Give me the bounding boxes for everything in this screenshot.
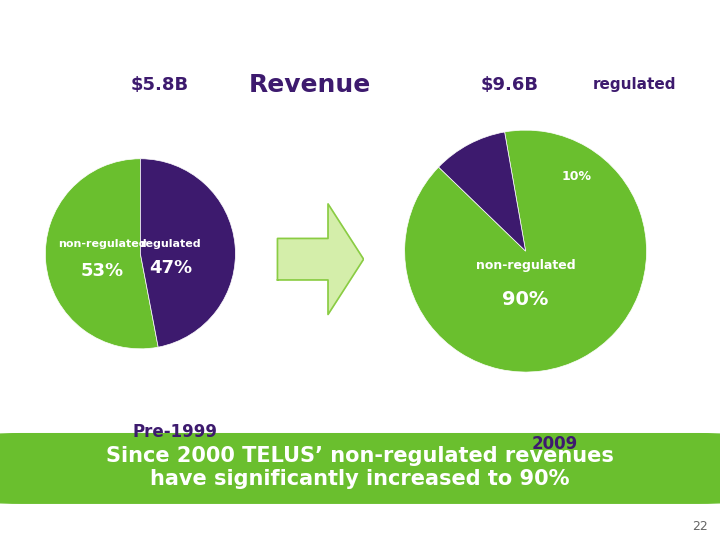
Wedge shape	[438, 132, 526, 251]
FancyBboxPatch shape	[0, 434, 720, 503]
Text: regulated: regulated	[593, 78, 677, 92]
Text: 53%: 53%	[81, 262, 124, 280]
Text: 10%: 10%	[562, 170, 591, 183]
Text: Revenue: Revenue	[249, 73, 371, 97]
Wedge shape	[45, 159, 158, 349]
Text: 47%: 47%	[149, 259, 192, 277]
Text: regulated: regulated	[140, 239, 201, 249]
Text: $9.6B: $9.6B	[481, 76, 539, 94]
Wedge shape	[405, 130, 647, 372]
Text: transitioning to non-regulated revenue base: transitioning to non-regulated revenue b…	[18, 21, 541, 44]
Text: non-regulated: non-regulated	[476, 259, 575, 272]
Text: 2009: 2009	[532, 435, 578, 453]
Text: 22: 22	[692, 519, 708, 532]
Text: non-regulated: non-regulated	[58, 239, 147, 249]
Text: $5.8B: $5.8B	[131, 76, 189, 94]
Text: Since 2000 TELUS’ non-regulated revenues
have significantly increased to 90%: Since 2000 TELUS’ non-regulated revenues…	[106, 446, 614, 489]
Text: 90%: 90%	[503, 290, 549, 309]
Polygon shape	[277, 204, 364, 314]
Text: Pre-1999: Pre-1999	[132, 423, 217, 441]
Wedge shape	[140, 159, 235, 347]
